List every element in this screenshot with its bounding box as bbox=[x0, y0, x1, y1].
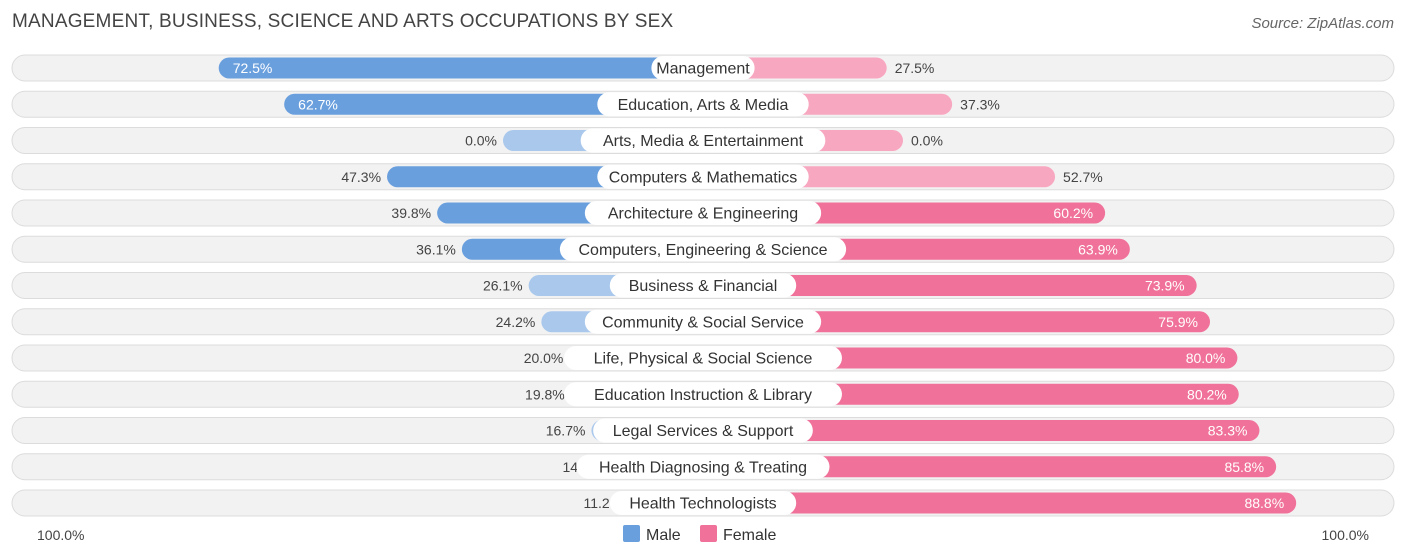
chart-source: Source: ZipAtlas.com bbox=[1251, 15, 1394, 32]
male-value-label: 62.7% bbox=[298, 96, 338, 112]
legend-male-swatch bbox=[623, 525, 640, 542]
female-value-label: 88.8% bbox=[1244, 495, 1284, 511]
category-label: Life, Physical & Social Science bbox=[594, 351, 813, 368]
male-value-label: 36.1% bbox=[416, 241, 456, 257]
female-value-label: 0.0% bbox=[911, 133, 943, 149]
female-value-label: 73.9% bbox=[1145, 278, 1185, 294]
category-label: Community & Social Service bbox=[602, 314, 804, 331]
chart-title: MANAGEMENT, BUSINESS, SCIENCE AND ARTS O… bbox=[12, 11, 674, 32]
female-value-label: 63.9% bbox=[1078, 241, 1118, 257]
male-value-label: 26.1% bbox=[483, 278, 523, 294]
female-bar bbox=[703, 456, 1277, 478]
category-label: Arts, Media & Entertainment bbox=[603, 133, 804, 150]
female-value-label: 60.2% bbox=[1053, 205, 1093, 221]
female-value-label: 52.7% bbox=[1063, 169, 1103, 185]
category-label-pill bbox=[597, 164, 809, 189]
female-value-label: 83.3% bbox=[1208, 423, 1248, 439]
female-bar bbox=[703, 492, 1297, 514]
male-value-label: 39.8% bbox=[391, 205, 431, 221]
category-label: Health Technologists bbox=[629, 496, 776, 513]
category-label-pill bbox=[580, 128, 826, 153]
male-value-label: 47.3% bbox=[341, 169, 381, 185]
axis-left-label: 100.0% bbox=[37, 527, 84, 543]
category-label: Education, Arts & Media bbox=[618, 97, 789, 114]
female-value-label: 80.2% bbox=[1187, 386, 1227, 402]
category-label-pill bbox=[597, 92, 809, 117]
category-label-pill bbox=[609, 273, 797, 298]
male-value-label: 0.0% bbox=[465, 133, 497, 149]
category-label-pill bbox=[559, 237, 847, 262]
category-label-pill bbox=[564, 382, 842, 407]
female-bar bbox=[703, 311, 1211, 333]
category-label: Education Instruction & Library bbox=[594, 387, 812, 404]
male-bar bbox=[218, 57, 703, 79]
male-value-label: 16.7% bbox=[546, 423, 586, 439]
legend-female-swatch bbox=[700, 525, 717, 542]
female-value-label: 80.0% bbox=[1186, 350, 1226, 366]
category-label: Computers, Engineering & Science bbox=[578, 242, 827, 259]
category-label: Health Diagnosing & Treating bbox=[599, 459, 807, 476]
category-label: Business & Financial bbox=[629, 278, 778, 295]
female-bar bbox=[703, 275, 1197, 296]
male-value-label: 19.8% bbox=[525, 386, 565, 402]
category-label-pill bbox=[584, 201, 822, 225]
male-bar bbox=[284, 93, 703, 115]
male-value-label: 72.5% bbox=[233, 60, 273, 76]
female-value-label: 85.8% bbox=[1224, 459, 1264, 475]
category-label-pill bbox=[576, 454, 830, 479]
category-label-pill bbox=[584, 309, 822, 334]
legend-female-label: Female bbox=[723, 527, 776, 544]
category-label-pill bbox=[609, 491, 797, 515]
category-label-pill bbox=[564, 346, 842, 370]
male-value-label: 24.2% bbox=[496, 314, 536, 330]
axis-right-label: 100.0% bbox=[1322, 527, 1369, 543]
category-label-pill bbox=[651, 56, 755, 80]
category-label-pill bbox=[593, 418, 813, 443]
category-label: Architecture & Engineering bbox=[608, 206, 798, 223]
female-value-label: 37.3% bbox=[960, 96, 1000, 112]
female-value-label: 75.9% bbox=[1158, 314, 1198, 330]
category-label: Management bbox=[656, 61, 750, 78]
category-label: Computers & Mathematics bbox=[609, 169, 798, 186]
legend-male-label: Male bbox=[646, 527, 681, 544]
female-value-label: 27.5% bbox=[895, 60, 935, 76]
category-label: Legal Services & Support bbox=[613, 423, 794, 440]
male-value-label: 20.0% bbox=[524, 350, 564, 366]
female-bar bbox=[703, 420, 1260, 441]
